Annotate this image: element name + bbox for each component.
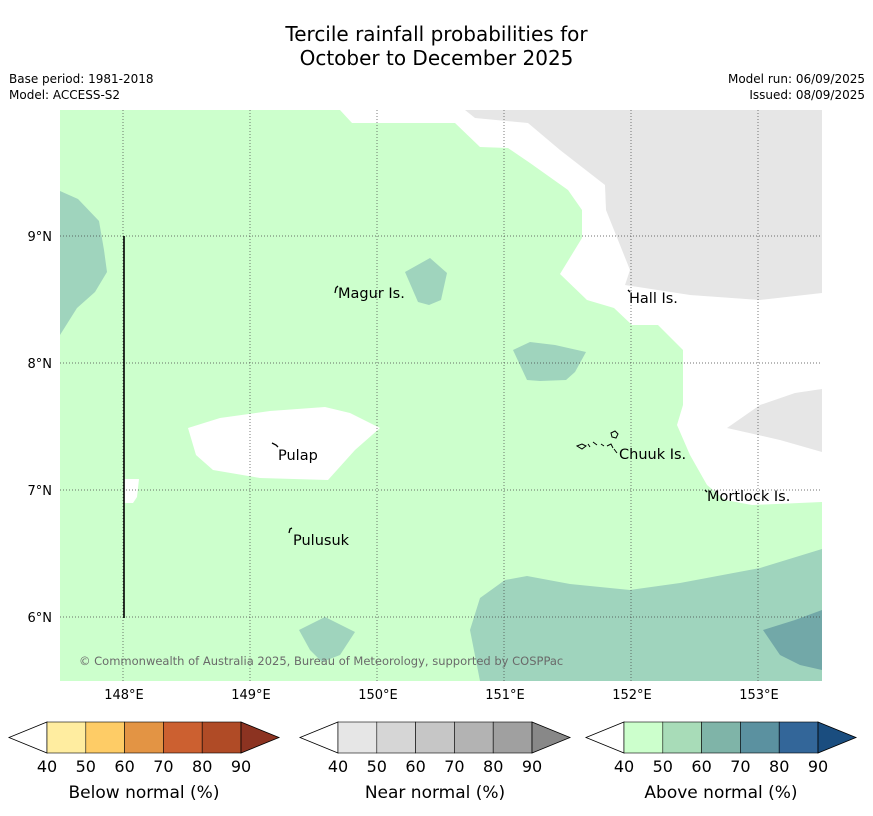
place-label-hall: Hall Is.: [629, 291, 678, 307]
colorbar-below-tick: 40: [37, 757, 57, 776]
colorbar-below-tick: 90: [231, 757, 251, 776]
colorbar-above-tick: 80: [769, 757, 789, 776]
lon-tick-148: 148°E: [104, 688, 144, 703]
pulusuk-island: [288, 527, 293, 534]
colorbar-above-tick: 70: [730, 757, 750, 776]
islands: [271, 285, 708, 534]
colorbar-above-segment: [701, 721, 741, 754]
map-panel: Magur Is. Hall Is. Pulap Chuuk Is. Mortl…: [60, 110, 822, 681]
colorbar-near-segment: [492, 721, 533, 754]
colorbar-near-segment: [454, 721, 494, 754]
colorbar-near-tick: 60: [405, 757, 425, 776]
colorbar-near-segment: [337, 721, 378, 754]
meta-left: Base period: 1981-2018 Model: ACCESS-S2: [9, 71, 154, 103]
colorbar-below-segment: [163, 721, 203, 754]
issued-date: Issued: 08/09/2025: [749, 88, 865, 102]
colorbar-near-segment: [415, 721, 455, 754]
colorbar-below-tick: 50: [76, 757, 96, 776]
lat-tick-8: 8°N: [28, 357, 53, 372]
colorbar-above-tick: 90: [808, 757, 828, 776]
copyright-text: © Commonwealth of Australia 2025, Bureau…: [79, 654, 563, 668]
colorbar-below-lower-extension: [7, 721, 48, 754]
colorbar-near-tick: 40: [328, 757, 348, 776]
white-region-small: [124, 479, 139, 503]
colorbar-below-segment: [46, 721, 87, 754]
colorbar-below-tick: 60: [114, 757, 134, 776]
colorbar-above-segment: [740, 721, 780, 754]
lon-tick-150: 150°E: [358, 688, 398, 703]
lon-tick-153: 153°E: [739, 688, 779, 703]
title-line-1: Tercile rainfall probabilities for: [285, 22, 588, 46]
colorbar-below-segment: [124, 721, 164, 754]
above-normal-60-southeast: [470, 549, 822, 681]
model-run: Model run: 06/09/2025: [727, 72, 865, 86]
pulap-island: [271, 442, 279, 448]
near-normal-region-north: [465, 110, 822, 300]
colorbar-near-normal: 40 50 60 70 80 90 Near normal (%): [298, 721, 572, 803]
colorbar-below-normal: 40 50 60 70 80 90 Below normal (%): [7, 721, 281, 803]
lat-tick-labels: 9°N 8°N 7°N 6°N: [28, 230, 53, 626]
lon-tick-151: 151°E: [485, 688, 525, 703]
colorbar-above-normal: 40 50 60 70 80 90 Above normal (%): [584, 721, 858, 803]
place-label-pulap: Pulap: [278, 448, 318, 464]
colorbar-near-tick: 90: [522, 757, 542, 776]
above-normal-60-south-spot: [299, 617, 355, 662]
colorbar-above-lower-extension: [584, 721, 625, 754]
colorbar-below-tick: 80: [192, 757, 212, 776]
colorbar-near-upper-extension: [531, 721, 572, 754]
place-label-pulusuk: Pulusuk: [293, 533, 350, 549]
place-label-mortlock: Mortlock Is.: [707, 489, 790, 505]
meta-right: Model run: 06/09/2025 Issued: 08/09/2025: [728, 71, 865, 103]
colorbar-above-tick: 60: [691, 757, 711, 776]
place-label-magur: Magur Is.: [338, 286, 405, 302]
gridlines: [60, 110, 822, 681]
base-period: Base period: 1981-2018: [9, 72, 154, 86]
colorbar-near-lower-extension: [298, 721, 339, 754]
title-line-2: October to December 2025: [299, 46, 574, 70]
place-label-chuuk: Chuuk Is.: [619, 447, 686, 463]
white-region-pulap: [188, 407, 380, 480]
colorbar-above-segment: [662, 721, 702, 754]
colorbar-near-tick: 70: [444, 757, 464, 776]
colorbar-above-segment: [778, 721, 819, 754]
model-name: Model: ACCESS-S2: [9, 88, 121, 102]
colorbar-below-label: Below normal (%): [69, 783, 220, 803]
colorbar-below-upper-extension: [240, 721, 281, 754]
lon-tick-149: 149°E: [231, 688, 271, 703]
near-normal-region-east: [727, 389, 822, 452]
colorbar-below-segment: [201, 721, 242, 754]
colorbar-near-segment: [376, 721, 416, 754]
colorbar-above-segment: [623, 721, 664, 754]
colorbar-near-tick: 80: [483, 757, 503, 776]
colorbar-below-segment: [85, 721, 125, 754]
lat-tick-9: 9°N: [28, 230, 53, 245]
colorbar-below-tick: 70: [153, 757, 173, 776]
above-normal-60-west: [60, 191, 107, 335]
colorbar-near-label: Near normal (%): [365, 783, 505, 803]
lon-tick-labels: 148°E 149°E 150°E 151°E 152°E 153°E: [104, 688, 779, 703]
lat-tick-6: 6°N: [28, 611, 53, 626]
colorbar-above-label: Above normal (%): [644, 783, 797, 803]
chuuk-islands: [575, 430, 619, 454]
colorbar-above-upper-extension: [817, 721, 858, 754]
colorbar-above-tick: 40: [614, 757, 634, 776]
above-normal-70-southeast: [763, 610, 822, 670]
lon-tick-152: 152°E: [612, 688, 652, 703]
hall-island: [627, 289, 631, 293]
magur-island: [334, 285, 339, 294]
colorbar-near-tick: 50: [367, 757, 387, 776]
chart-title: Tercile rainfall probabilities for Octob…: [0, 22, 873, 70]
lat-tick-7: 7°N: [28, 484, 53, 499]
above-normal-60-central: [513, 342, 586, 381]
above-normal-60-magur: [405, 258, 447, 305]
colorbar-above-tick: 50: [653, 757, 673, 776]
mortlock-island: [704, 489, 708, 493]
